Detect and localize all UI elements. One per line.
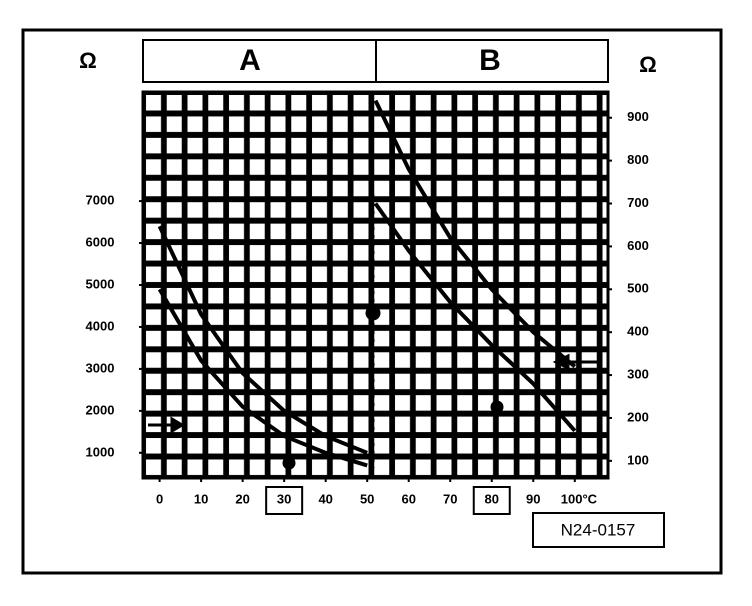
y2-axis-label: Ω [639, 52, 657, 77]
x-tick-label: 70 [443, 491, 457, 506]
y2-tick-label: 900 [627, 109, 649, 124]
y-tick-label: 3000 [86, 360, 115, 375]
code-box [532, 512, 665, 548]
x-tick-label: 40 [318, 491, 332, 506]
y-axis-label: Ω [79, 48, 97, 73]
y-tick-label: 6000 [86, 234, 115, 249]
y2-tick-label: 700 [627, 195, 649, 210]
y-tick-label: 7000 [86, 193, 115, 208]
y-tick-label: 2000 [86, 402, 115, 417]
frame [21, 28, 723, 575]
curve [373, 99, 577, 369]
y2-tick-label: 200 [627, 409, 649, 424]
curve [373, 202, 577, 433]
y2-tick-label: 100 [627, 452, 649, 467]
tick-highlight [265, 486, 304, 515]
curve [157, 288, 368, 468]
range-label: B [479, 44, 501, 77]
y-tick-label: 5000 [86, 276, 115, 291]
y2-tick-label: 500 [627, 281, 649, 296]
x-tick-label: 50 [360, 491, 374, 506]
x-tick-label: 0 [156, 491, 163, 506]
figure-code: N24-0157 [561, 520, 636, 539]
range-label: A [239, 44, 261, 77]
x-tick-label: 10 [194, 491, 208, 506]
x-tick-label: 20 [235, 491, 249, 506]
plot-grid [141, 90, 610, 480]
y2-tick-label: 800 [627, 152, 649, 167]
tick-highlight [472, 486, 511, 515]
x-tick-label: 80 [485, 491, 499, 506]
y2-tick-label: 400 [627, 324, 649, 339]
marks: 0 10 20 30 40 50 60 70 80 90 100°C 1000 2000 3000 4000… [86, 99, 649, 515]
x-tick-label: 90 [526, 491, 540, 506]
y2-tick-label: 300 [627, 367, 649, 382]
curve [157, 225, 368, 455]
y-tick-label: 4000 [86, 318, 115, 333]
y2-tick-label: 600 [627, 238, 649, 253]
y-tick-label: 1000 [86, 444, 115, 459]
markers [148, 195, 600, 470]
x-tick-label: 100°C [561, 491, 598, 506]
x-tick-label: 60 [401, 491, 415, 506]
x-tick-label: 30 [277, 491, 291, 506]
